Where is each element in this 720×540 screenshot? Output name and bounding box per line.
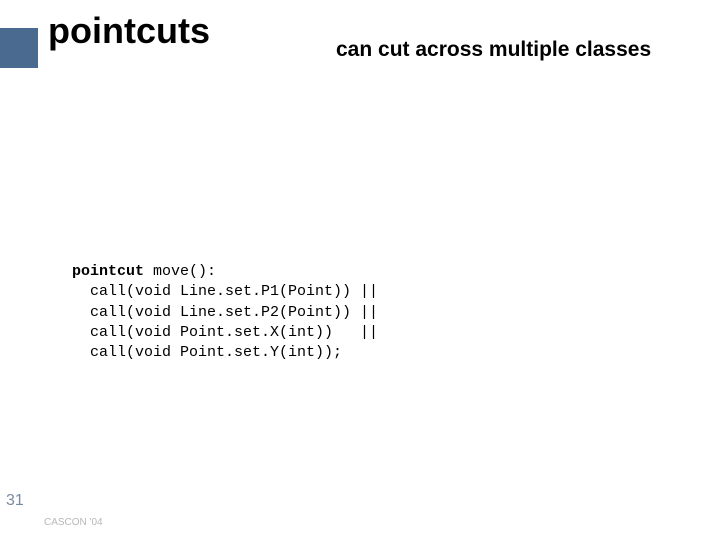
slide-subtitle: can cut across multiple classes [336,38,651,62]
slide-title: pointcuts [48,10,210,52]
code-line-3: call(void Line.set.P2(Point)) || [72,304,378,321]
code-line-2: call(void Line.set.P1(Point)) || [72,283,378,300]
header-accent-bar [0,28,38,68]
code-block: pointcut move(): call(void Line.set.P1(P… [72,262,378,363]
code-line-5: call(void Point.set.Y(int)); [72,344,342,361]
code-line-1-rest: move(): [144,263,216,280]
code-keyword: pointcut [72,263,144,280]
code-line-4: call(void Point.set.X(int)) || [72,324,378,341]
footer-text: CASCON '04 [44,517,103,528]
slide-number: 31 [6,492,24,510]
